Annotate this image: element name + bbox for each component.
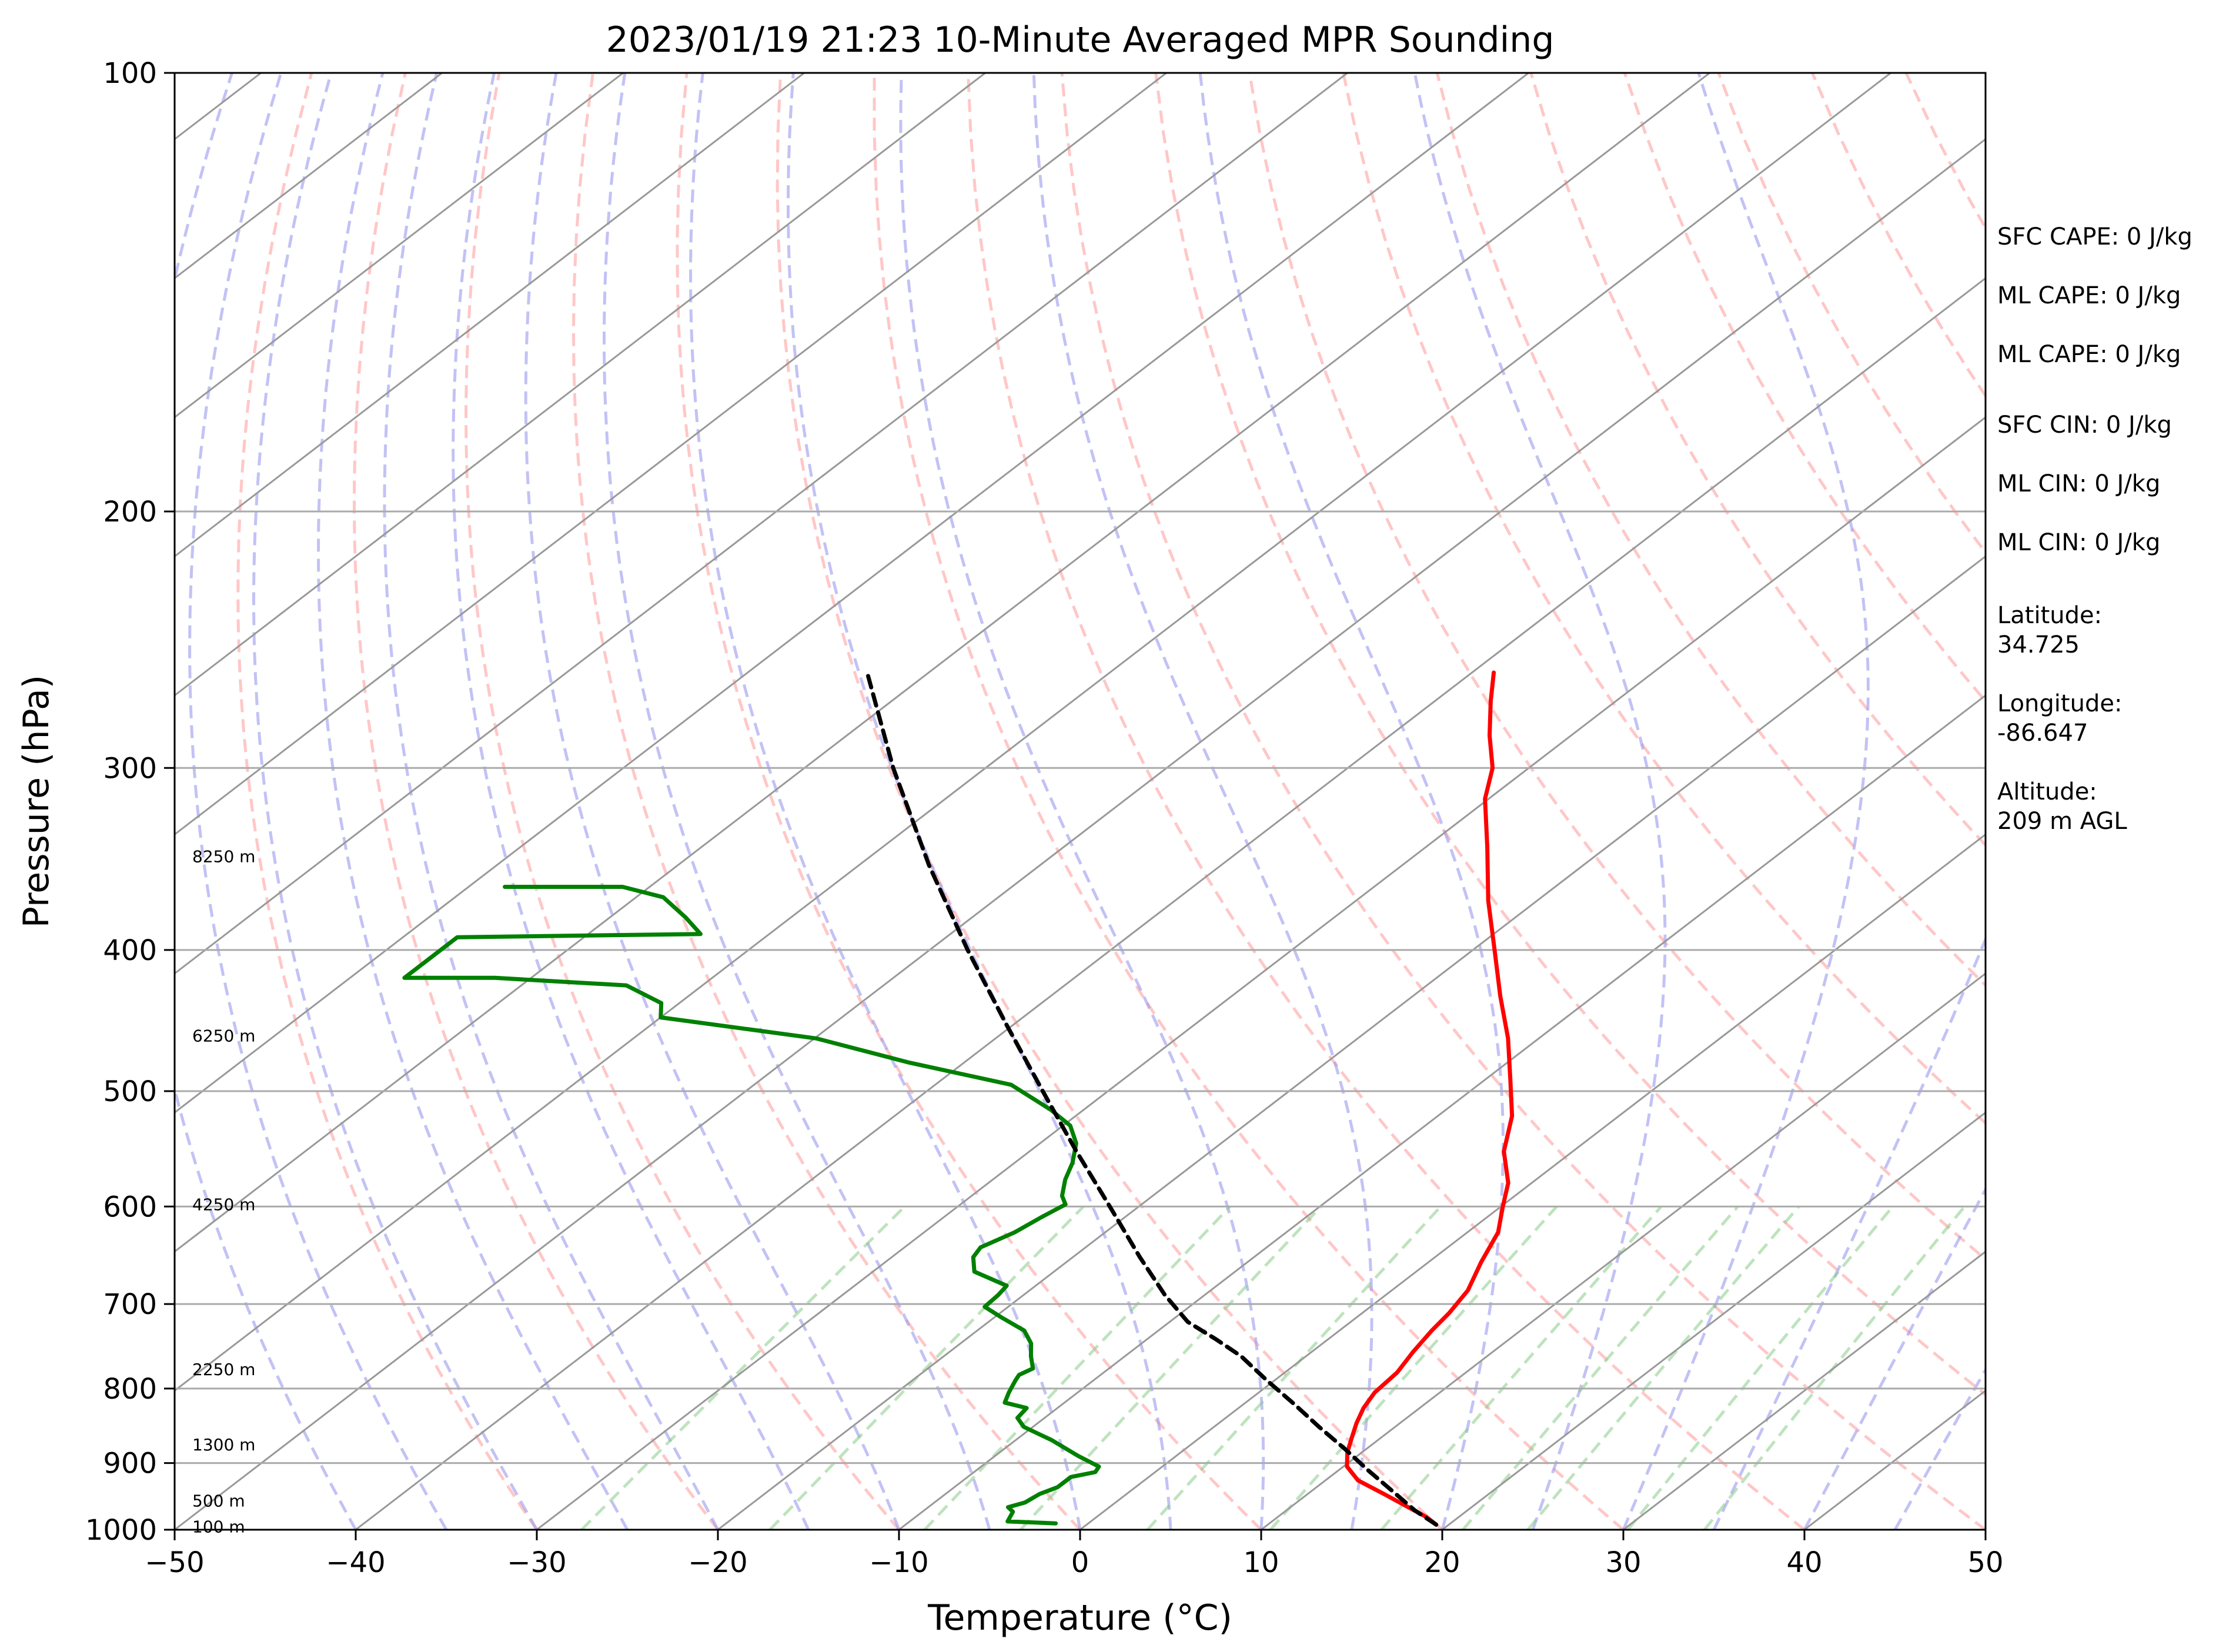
isotherm-line <box>175 73 1710 1253</box>
x-tick-label: 50 <box>1967 1546 2003 1579</box>
x-tick-label: 0 <box>1071 1546 1089 1579</box>
y-tick-label: 800 <box>103 1373 157 1406</box>
parcel-path-line <box>865 670 1439 1527</box>
y-tick-label: 400 <box>103 934 157 967</box>
ml-cape-text-2: ML CAPE: 0 J/kg <box>1997 341 2181 368</box>
altitude-label: Altitude: <box>1997 778 2097 805</box>
dry-adiabat <box>1154 73 1986 1397</box>
isotherm-line <box>175 73 1348 975</box>
longitude-value: -86.647 <box>1997 720 2088 747</box>
x-tick-label: −30 <box>507 1546 566 1579</box>
moist-adiabat <box>252 73 539 1530</box>
x-tick-label: −40 <box>326 1546 385 1579</box>
isotherm-line <box>175 73 1529 1114</box>
moist-adiabat <box>603 73 991 1530</box>
x-axis-label: Temperature (°C) <box>927 1597 1232 1638</box>
dry-adiabat <box>1060 73 1986 1530</box>
mixing-ratio-line <box>580 1205 906 1530</box>
height-label: 1300 m <box>192 1435 255 1454</box>
series-group <box>402 670 1515 1527</box>
mixing-ratio-line <box>923 1205 1232 1530</box>
dry-adiabat <box>352 73 719 1530</box>
moist-adiabat <box>316 73 629 1530</box>
moist-adiabat <box>188 73 448 1530</box>
dry-adiabat <box>1529 73 1986 848</box>
isotherm-line <box>175 73 1167 836</box>
moist-adiabat <box>1032 73 1373 1530</box>
info-panel: SFC CAPE: 0 J/kg ML CAPE: 0 J/kg ML CAPE… <box>1997 223 2192 835</box>
height-label: 100 m <box>192 1517 245 1537</box>
height-labels: 8250 m 6250 m 4250 m 2250 m 1300 m 500 m 100 m <box>192 847 255 1537</box>
y-tick-label: 700 <box>103 1288 157 1321</box>
dry-adiabat <box>464 73 900 1530</box>
isotherm-line <box>175 138 1986 1530</box>
isotherm-line <box>355 277 1986 1530</box>
height-label: 500 m <box>192 1491 245 1510</box>
moist-adiabat <box>452 73 810 1530</box>
dry-adiabat <box>1248 73 1986 1262</box>
sfc-cin-text: SFC CIN: 0 J/kg <box>1997 412 2172 439</box>
y-tick-label: 1000 <box>85 1514 157 1547</box>
dry-adiabat <box>676 73 1262 1530</box>
y-tick-label: 200 <box>103 496 157 529</box>
moist-adiabat <box>689 73 1082 1530</box>
isotherm-line <box>175 73 624 419</box>
background-grid <box>175 73 1986 1530</box>
x-tick-label: −50 <box>145 1546 204 1579</box>
altitude-value: 209 m AGL <box>1997 808 2127 835</box>
isotherm-line <box>1079 833 1986 1530</box>
x-tick-label: 10 <box>1243 1546 1279 1579</box>
y-tick-label: 600 <box>103 1190 157 1223</box>
latitude-value: 34.725 <box>1997 631 2080 658</box>
latitude-label: Latitude: <box>1997 602 2102 629</box>
moist-adiabat <box>786 73 1172 1530</box>
isotherm-line <box>1442 1111 1986 1530</box>
x-tick-label: 30 <box>1605 1546 1641 1579</box>
isotherm-line <box>175 73 1891 1392</box>
height-label: 8250 m <box>192 847 255 867</box>
isotherm-line <box>175 73 986 697</box>
isotherm-line <box>898 694 1986 1530</box>
dry-adiabat <box>1342 73 1986 1125</box>
x-tick-label: 40 <box>1786 1546 1822 1579</box>
moist-adiabat <box>1413 73 1667 1530</box>
moist-adiabat <box>524 73 901 1530</box>
y-tick-label: 300 <box>103 752 157 785</box>
dry-adiabat <box>1435 73 1986 988</box>
ml-cape-text: ML CAPE: 0 J/kg <box>1997 282 2181 309</box>
dry-adiabat <box>873 73 1625 1530</box>
moist-adiabat <box>1622 73 1870 1530</box>
dry-adiabat <box>236 73 539 1530</box>
height-label: 6250 m <box>192 1026 255 1046</box>
chart-title: 2023/01/19 21:23 10-Minute Averaged MPR … <box>606 19 1555 61</box>
height-label: 2250 m <box>192 1360 255 1379</box>
x-tick-label: −10 <box>869 1546 928 1579</box>
moist-adiabat <box>383 73 720 1530</box>
longitude-label: Longitude: <box>1997 690 2122 717</box>
sfc-cape-text: SFC CAPE: 0 J/kg <box>1997 223 2192 250</box>
y-tick-label: 500 <box>103 1075 157 1108</box>
dry-adiabat <box>776 73 1443 1530</box>
dry-adiabat <box>571 73 1081 1530</box>
x-tick-label: 20 <box>1424 1546 1460 1579</box>
ml-cin-text: ML CIN: 0 J/kg <box>1997 470 2160 497</box>
temperature-line <box>1345 670 1515 1527</box>
axis-ticks: −50 −40 −30 −20 −10 0 10 20 30 40 50 100 200 300 400 50… <box>85 57 2004 1579</box>
dry-adiabat <box>967 73 1806 1530</box>
isotherm-line <box>717 555 1986 1530</box>
mixing-ratio-line <box>768 1205 1085 1530</box>
dewpoint-line <box>402 885 1101 1526</box>
y-tick-label: 100 <box>103 57 157 90</box>
isotherm-line <box>1623 1250 1986 1530</box>
x-tick-label: −20 <box>688 1546 747 1579</box>
y-axis-label: Pressure (hPa) <box>16 675 57 928</box>
isotherm-line <box>1261 972 1986 1530</box>
ml-cin-text-2: ML CIN: 0 J/kg <box>1997 529 2160 556</box>
y-tick-label: 900 <box>103 1447 157 1480</box>
isotherm-line <box>175 73 805 558</box>
height-label: 4250 m <box>192 1195 255 1215</box>
